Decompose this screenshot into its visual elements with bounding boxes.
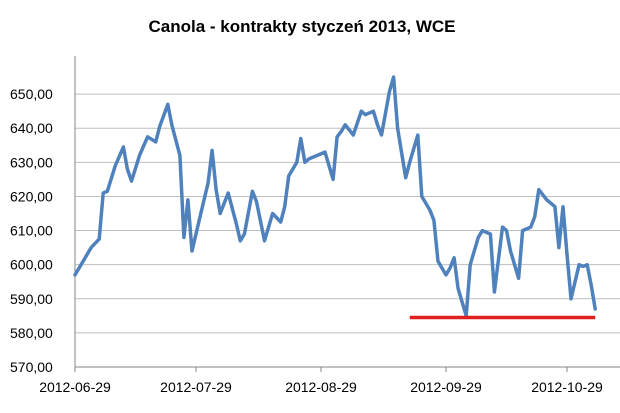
y-tick-label: 630,00	[10, 154, 53, 170]
x-axis-tick-labels: 2012-06-29 2012-07-29 2012-08-29 2012-09-29…	[39, 367, 603, 395]
chart-title: Canola - kontrakty styczeń 2013, WCE	[148, 17, 455, 36]
y-tick-label: 640,00	[10, 120, 53, 136]
y-tick-label: 610,00	[10, 223, 53, 239]
x-tick-label: 2012-08-29	[285, 379, 357, 395]
series-line	[73, 75, 597, 318]
y-tick-label: 580,00	[10, 325, 53, 341]
y-tick-label: 650,00	[10, 86, 53, 102]
y-tick-label: 590,00	[10, 291, 53, 307]
y-tick-label: 570,00	[10, 359, 53, 375]
y-axis-tick-labels: 570,00 580,00 590,00 600,00 610,00 620,00 630,…	[10, 86, 53, 375]
series-layer	[73, 75, 597, 318]
x-tick-label: 2012-06-29	[39, 379, 111, 395]
x-tick-label: 2012-07-29	[160, 379, 232, 395]
gridlines	[75, 93, 620, 334]
x-tick-label: 2012-09-29	[410, 379, 482, 395]
x-tick-label: 2012-10-29	[531, 379, 603, 395]
y-tick-label: 600,00	[10, 257, 53, 273]
y-tick-label: 620,00	[10, 188, 53, 204]
